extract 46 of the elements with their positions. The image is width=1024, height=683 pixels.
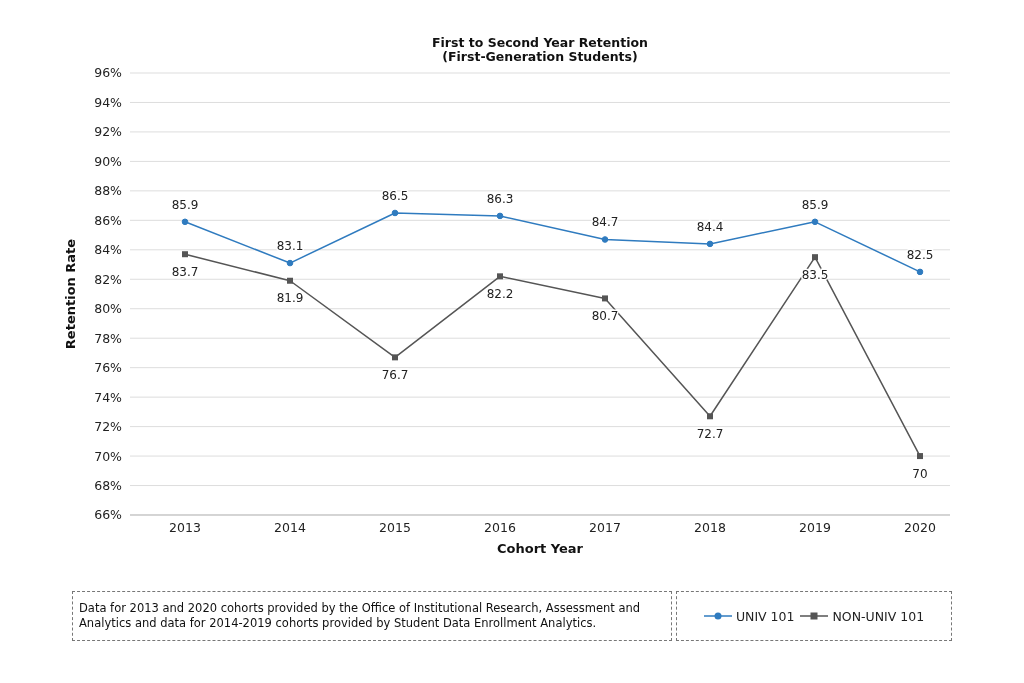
y-tick-label: 66% (94, 507, 123, 523)
x-tick-label: 2016 (484, 519, 516, 535)
data-label: 82.2 (486, 286, 514, 301)
legend-label: NON-UNIV 101 (832, 608, 925, 624)
chart-subtitle: (First-Generation Students) (441, 49, 639, 64)
x-tick-label: 2013 (169, 519, 201, 535)
y-tick-label: 90% (94, 153, 123, 169)
y-tick-label: 68% (94, 477, 123, 493)
y-tick-label: 86% (94, 212, 123, 228)
data-label: 84.7 (591, 215, 619, 230)
y-tick-label: 70% (94, 448, 123, 464)
chart-title: First to Second Year Retention (431, 35, 649, 50)
x-tick-label: 2017 (589, 519, 621, 535)
data-label: 76.7 (381, 367, 409, 382)
x-tick-label: 2015 (379, 519, 411, 535)
data-label: 80.7 (591, 308, 619, 323)
data-label: 86.5 (381, 188, 409, 203)
y-tick-label: 78% (94, 330, 123, 346)
data-label: 85.9 (171, 197, 199, 212)
data-label: 81.9 (276, 291, 304, 306)
x-tick-label: 2014 (274, 519, 306, 535)
x-axis-title: Cohort Year (496, 541, 584, 556)
y-tick-label: 94% (94, 94, 123, 110)
y-tick-label: 76% (94, 360, 123, 376)
x-tick-label: 2020 (904, 519, 936, 535)
text: Data for 2013 and 2020 cohorts provided by the Office of Institutional Research, Assessment and Analytics and data for 2014-2019 cohorts provided by Student Data Enrollment Analytics. (72, 591, 672, 641)
y-tick-label: 80% (94, 301, 123, 317)
y-tick-label: 96% (94, 65, 123, 81)
x-tick-label: 2019 (799, 519, 831, 535)
data-label: 83.1 (276, 239, 304, 254)
y-tick-label: 92% (94, 124, 123, 140)
data-label: 82.5 (906, 247, 934, 262)
data-label: 70 (912, 466, 928, 481)
y-axis-title: Retention Rate (62, 238, 78, 350)
data-label: 85.9 (801, 197, 829, 212)
data-label: 86.3 (486, 191, 514, 206)
data-label: 83.7 (171, 264, 199, 279)
x-tick-label: 2018 (694, 519, 726, 535)
y-tick-label: 82% (94, 271, 123, 287)
y-tick-label: 84% (94, 242, 123, 258)
data-label: 72.7 (696, 426, 724, 441)
legend-label: UNIV 101 (735, 608, 795, 624)
y-tick-label: 88% (94, 183, 123, 199)
y-tick-label: 72% (94, 419, 123, 435)
data-label: 84.4 (696, 219, 724, 234)
y-tick-label: 74% (94, 389, 123, 405)
